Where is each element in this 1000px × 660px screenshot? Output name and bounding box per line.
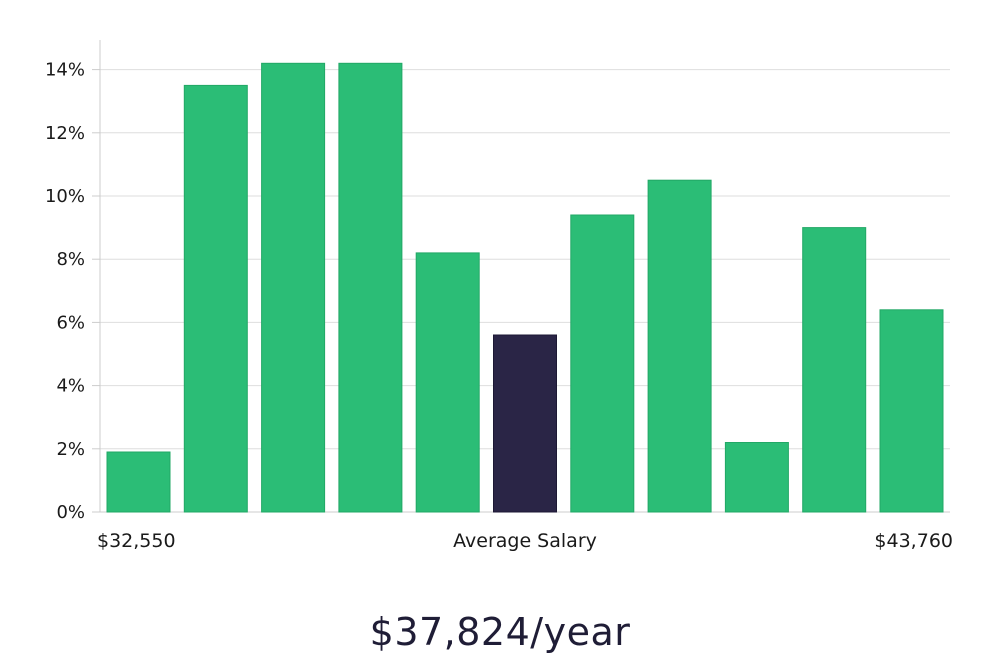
bar — [647, 179, 712, 513]
bar — [802, 227, 867, 513]
y-tick-label: 0% — [56, 502, 85, 523]
bar — [415, 252, 480, 513]
bar — [106, 451, 171, 513]
y-tick-label: 2% — [56, 439, 85, 460]
bar — [570, 214, 635, 513]
average-salary-value: $37,824/year — [369, 610, 631, 654]
bars — [106, 62, 944, 513]
bar-highlighted — [493, 334, 557, 513]
x-axis-max-label: $43,760 — [874, 530, 953, 552]
salary-histogram-chart: 0% 2% 4% 6% 8% 10% 12% 14% $32,550 Average Sala… — [45, 40, 953, 552]
bar — [261, 62, 326, 513]
y-tick-label: 10% — [45, 186, 85, 207]
x-axis-title: Average Salary — [453, 530, 597, 552]
bar — [183, 84, 248, 513]
y-tick-label: 14% — [45, 60, 85, 81]
y-tick-label: 4% — [56, 376, 85, 397]
y-tick-label: 6% — [56, 312, 85, 333]
bar — [724, 442, 789, 513]
bar — [879, 309, 944, 513]
x-axis-min-label: $32,550 — [97, 530, 176, 552]
bar — [338, 62, 403, 513]
y-tick-label: 8% — [56, 249, 85, 270]
y-axis-ticks: 0% 2% 4% 6% 8% 10% 12% 14% — [45, 60, 100, 523]
y-tick-label: 12% — [45, 123, 85, 144]
